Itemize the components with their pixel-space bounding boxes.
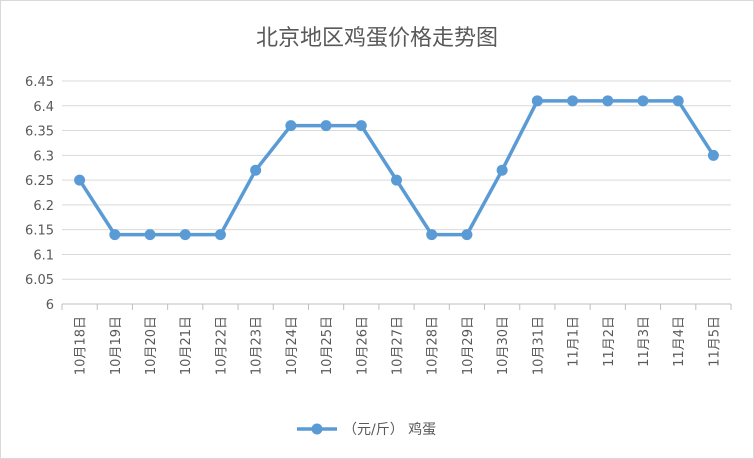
- data-point[interactable]: [426, 229, 438, 241]
- data-point[interactable]: [320, 120, 332, 132]
- x-tick-label: 10月27日: [391, 316, 406, 375]
- x-tick-label: 11月3日: [637, 316, 652, 367]
- data-point[interactable]: [74, 174, 86, 186]
- y-tick-label: 6: [46, 298, 54, 313]
- x-tick-label: 10月25日: [320, 316, 335, 375]
- x-tick-label: 10月21日: [179, 316, 194, 375]
- x-tick-label: 10月18日: [74, 316, 89, 375]
- y-tick-label: 6.45: [25, 75, 54, 90]
- data-point[interactable]: [250, 164, 262, 176]
- y-tick-label: 6.35: [25, 125, 54, 140]
- data-point[interactable]: [391, 174, 402, 186]
- data-point[interactable]: [531, 95, 543, 107]
- x-tick-label: 10月28日: [426, 316, 441, 375]
- legend[interactable]: （元/斤） 鸡蛋: [297, 421, 436, 438]
- data-point[interactable]: [355, 120, 367, 132]
- x-tick-label: 11月1日: [567, 316, 582, 367]
- x-tick-label: 10月31日: [531, 316, 546, 375]
- x-tick-label: 11月2日: [602, 316, 617, 367]
- data-point[interactable]: [496, 164, 508, 176]
- data-point[interactable]: [672, 95, 684, 107]
- data-point[interactable]: [109, 229, 121, 241]
- data-point[interactable]: [602, 95, 614, 107]
- x-tick-label: 11月4日: [672, 316, 687, 367]
- y-tick-label: 6.4: [33, 100, 54, 115]
- x-tick-label: 10月30日: [496, 316, 511, 375]
- y-tick-label: 6.15: [25, 224, 54, 239]
- y-axis-tick-labels: 6 6.05 6.1 6.15 6.2 6.25 6.3 6.35 6.4 6.45: [25, 75, 54, 313]
- data-point[interactable]: [707, 149, 719, 161]
- y-tick-label: 6.1: [33, 248, 54, 263]
- y-tick-label: 6.3: [33, 149, 54, 164]
- y-tick-label: 6.25: [25, 174, 54, 189]
- x-axis: [61, 303, 732, 310]
- x-tick-label: 10月22日: [214, 316, 229, 375]
- x-tick-label: 10月26日: [355, 316, 370, 375]
- data-point[interactable]: [214, 229, 226, 241]
- chart-title: 北京地区鸡蛋价格走势图: [256, 26, 498, 51]
- data-point[interactable]: [637, 95, 649, 107]
- y-tick-label: 6.05: [25, 273, 54, 288]
- legend-dot-marker: [311, 423, 323, 435]
- series-line: [78, 99, 715, 237]
- x-tick-label: 10月19日: [109, 316, 124, 375]
- data-point[interactable]: [461, 229, 473, 241]
- data-point[interactable]: [285, 120, 297, 132]
- data-point[interactable]: [567, 95, 579, 107]
- x-axis-tick-labels: 10月18日 10月19日 10月20日 10月21日 10月22日 10月23日 10月2…: [74, 316, 723, 375]
- data-point[interactable]: [179, 229, 191, 241]
- legend-label: （元/斤） 鸡蛋: [343, 421, 436, 438]
- x-tick-label: 11月5日: [707, 316, 722, 367]
- y-tick-label: 6.2: [33, 199, 54, 214]
- series-layer: [74, 95, 719, 241]
- x-tick-label: 10月29日: [461, 316, 476, 375]
- data-point[interactable]: [144, 229, 156, 241]
- x-tick-label: 10月24日: [285, 316, 300, 375]
- x-tick-label: 10月23日: [250, 316, 265, 375]
- x-tick-label: 10月20日: [144, 316, 159, 375]
